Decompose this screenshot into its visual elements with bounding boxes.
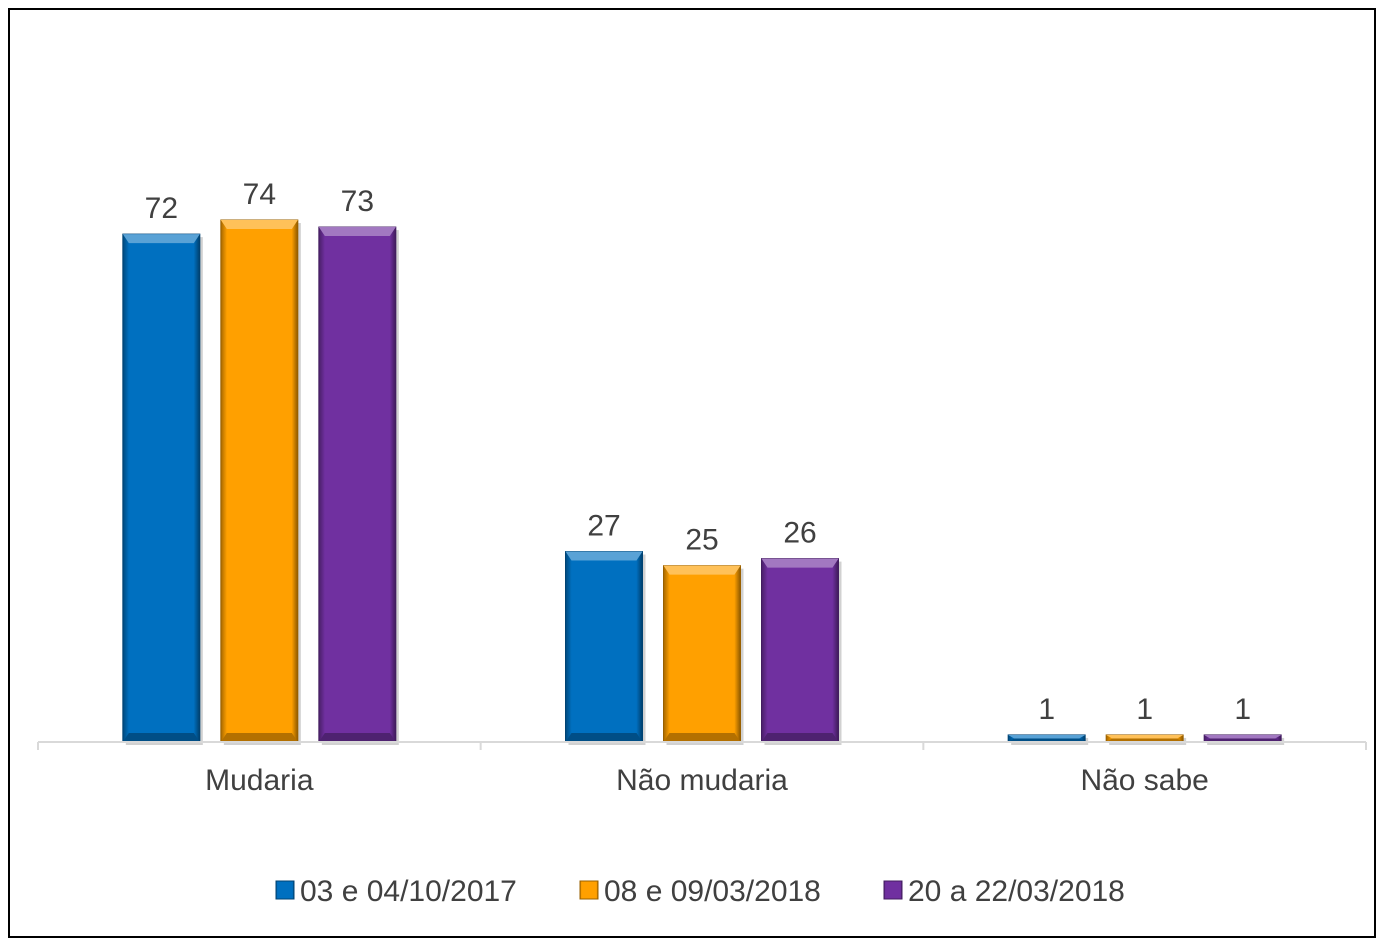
bar (122, 233, 203, 746)
legend-label: 20 a 22/03/2018 (908, 875, 1125, 908)
legend-item: 20 a 22/03/2018 (883, 875, 1125, 908)
legend-label: 03 e 04/10/2017 (300, 875, 517, 908)
bar (220, 219, 301, 745)
legend: 03 e 04/10/2017 08 e 09/03/2018 20 a 22/03… (275, 875, 1125, 908)
data-label: 72 (145, 192, 178, 225)
legend-swatch (579, 880, 599, 900)
legend-swatch (883, 880, 903, 900)
axis-layer (37, 741, 1367, 750)
data-label: 1 (1038, 693, 1055, 726)
data-label: 25 (685, 524, 718, 557)
bar (663, 565, 744, 745)
legend-item: 08 e 09/03/2018 (579, 875, 821, 908)
bar (761, 558, 842, 745)
category-label: Não mudaria (616, 764, 788, 797)
data-label: 26 (783, 517, 816, 550)
bar (565, 551, 646, 745)
data-label: 27 (587, 510, 620, 543)
data-label: 73 (341, 185, 374, 218)
data-label: 74 (243, 178, 276, 211)
legend-label: 08 e 09/03/2018 (604, 875, 821, 908)
bars-layer (122, 219, 1285, 746)
bar (318, 226, 399, 745)
labels-layer: 72 74 73 Mudaria 27 25 26 Não mudaria 1 1 1 Não sab… (145, 178, 1251, 797)
data-label: 1 (1234, 693, 1251, 726)
bar (1203, 734, 1285, 745)
legend-swatch (275, 880, 295, 900)
data-label: 1 (1136, 693, 1153, 726)
bar (1007, 734, 1089, 745)
category-label: Mudaria (205, 764, 314, 797)
category-label: Não sabe (1080, 764, 1208, 797)
bar (1105, 734, 1187, 745)
legend-item: 03 e 04/10/2017 (275, 875, 517, 908)
